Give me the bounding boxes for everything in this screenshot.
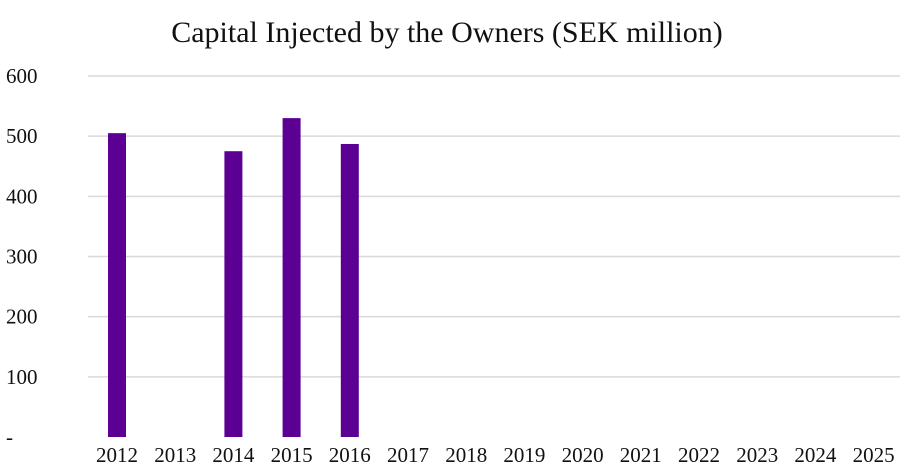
y-tick-label: 100 xyxy=(6,365,38,389)
y-tick-label: 400 xyxy=(6,184,38,208)
x-tick-label: 2022 xyxy=(678,443,720,467)
y-tick-label: 200 xyxy=(6,305,38,329)
bar-2016 xyxy=(340,143,359,437)
y-tick-label: - xyxy=(6,425,13,449)
x-tick-label: 2025 xyxy=(853,443,895,467)
x-tick-label: 2021 xyxy=(620,443,662,467)
y-tick-label: 300 xyxy=(6,245,38,269)
x-tick-label: 2020 xyxy=(562,443,604,467)
x-tick-label: 2018 xyxy=(445,443,487,467)
gridlines xyxy=(88,75,900,378)
x-tick-label: 2016 xyxy=(329,443,371,467)
x-tick-label: 2019 xyxy=(503,443,545,467)
bar-2015 xyxy=(282,118,301,437)
bar-2014 xyxy=(224,151,243,438)
x-tick-label: 2013 xyxy=(154,443,196,467)
x-tick-label: 2024 xyxy=(794,443,837,467)
y-tick-label: 500 xyxy=(6,124,38,148)
y-axis-ticks: - 100 200 300 400 500 600 xyxy=(6,64,38,449)
x-tick-label: 2023 xyxy=(736,443,778,467)
x-tick-label: 2017 xyxy=(387,443,429,467)
x-tick-label: 2014 xyxy=(212,443,255,467)
x-axis-ticks: 2012 2013 2014 2015 2016 2017 2018 2019 2020 2021… xyxy=(96,443,895,467)
y-tick-label: 600 xyxy=(6,64,38,88)
x-tick-label: 2015 xyxy=(271,443,313,467)
x-tick-label: 2012 xyxy=(96,443,138,467)
bar-2012 xyxy=(108,133,126,438)
chart-title: Capital Injected by the Owners (SEK mill… xyxy=(171,16,723,49)
bars xyxy=(108,118,359,438)
